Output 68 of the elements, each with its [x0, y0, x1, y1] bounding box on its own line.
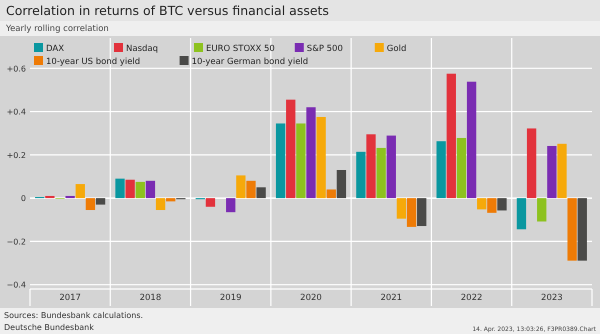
bar: [526, 128, 536, 198]
bar: [156, 198, 166, 210]
bar: [286, 100, 296, 198]
bar: [547, 146, 557, 198]
bar: [567, 198, 577, 261]
legend-label: EURO STOXX 50: [206, 44, 275, 54]
bar: [417, 198, 426, 226]
bar: [166, 198, 176, 202]
legend-label: 10-year US bond yield: [46, 57, 140, 67]
bar: [466, 82, 476, 198]
x-tick-label: 2022: [460, 293, 482, 303]
bar: [366, 134, 376, 198]
bar: [306, 107, 316, 198]
bar: [487, 198, 497, 213]
bar: [477, 198, 486, 210]
text: Deutsche Bundesbank: [4, 323, 94, 332]
bar: [96, 198, 106, 205]
legend-label: S&P 500: [306, 44, 343, 54]
x-tick-label: 2021: [380, 293, 402, 303]
bar: [516, 198, 526, 230]
bar: [537, 198, 546, 222]
bar: [326, 189, 336, 198]
chart-subtitle: Yearly rolling correlation: [5, 24, 109, 34]
y-tick-label: +0.6: [6, 64, 26, 74]
x-tick-label: 2020: [300, 293, 322, 303]
x-tick-label: 2017: [59, 293, 81, 303]
source-note: Sources: Bundesbank calculations.: [4, 311, 144, 320]
legend-label: Gold: [386, 44, 406, 54]
bar: [497, 198, 507, 210]
bar: [136, 182, 145, 198]
legend-label: DAX: [46, 44, 64, 54]
bar: [446, 74, 456, 198]
y-tick-label: −0.4: [6, 280, 26, 290]
x-tick-label: 2023: [541, 293, 563, 303]
legend-label: 10-year German bond yield: [192, 57, 308, 67]
bar: [296, 123, 306, 198]
bar: [236, 175, 246, 198]
bar: [557, 144, 567, 198]
bar: [226, 198, 236, 212]
bar: [276, 123, 286, 198]
chart-title: Correlation in returns of BTC versus financial assets: [6, 3, 329, 18]
bar: [246, 180, 256, 198]
legend-label: Nasdaq: [126, 44, 158, 54]
bar: [316, 116, 326, 198]
bar: [86, 198, 96, 210]
bar: [386, 136, 396, 198]
bar: [396, 198, 406, 219]
bar: [65, 196, 75, 198]
y-tick-label: 0: [20, 194, 26, 204]
bar: [45, 196, 55, 198]
bar: [406, 198, 416, 227]
bar: [146, 180, 156, 198]
bar: [578, 198, 587, 261]
y-tick-label: +0.4: [6, 108, 26, 117]
bar: [115, 178, 125, 198]
bar: [456, 138, 466, 198]
bar: [206, 198, 216, 207]
bar: [256, 187, 266, 198]
x-tick-label: 2019: [220, 293, 242, 303]
bar: [356, 152, 366, 198]
bar: [125, 180, 135, 198]
y-tick-label: −0.2: [6, 237, 26, 246]
y-tick-label: +0.2: [6, 150, 26, 160]
bar: [376, 148, 386, 198]
bar: [336, 170, 346, 198]
bar: [436, 141, 446, 198]
x-tick-label: 2018: [140, 293, 162, 303]
bar: [76, 184, 85, 198]
